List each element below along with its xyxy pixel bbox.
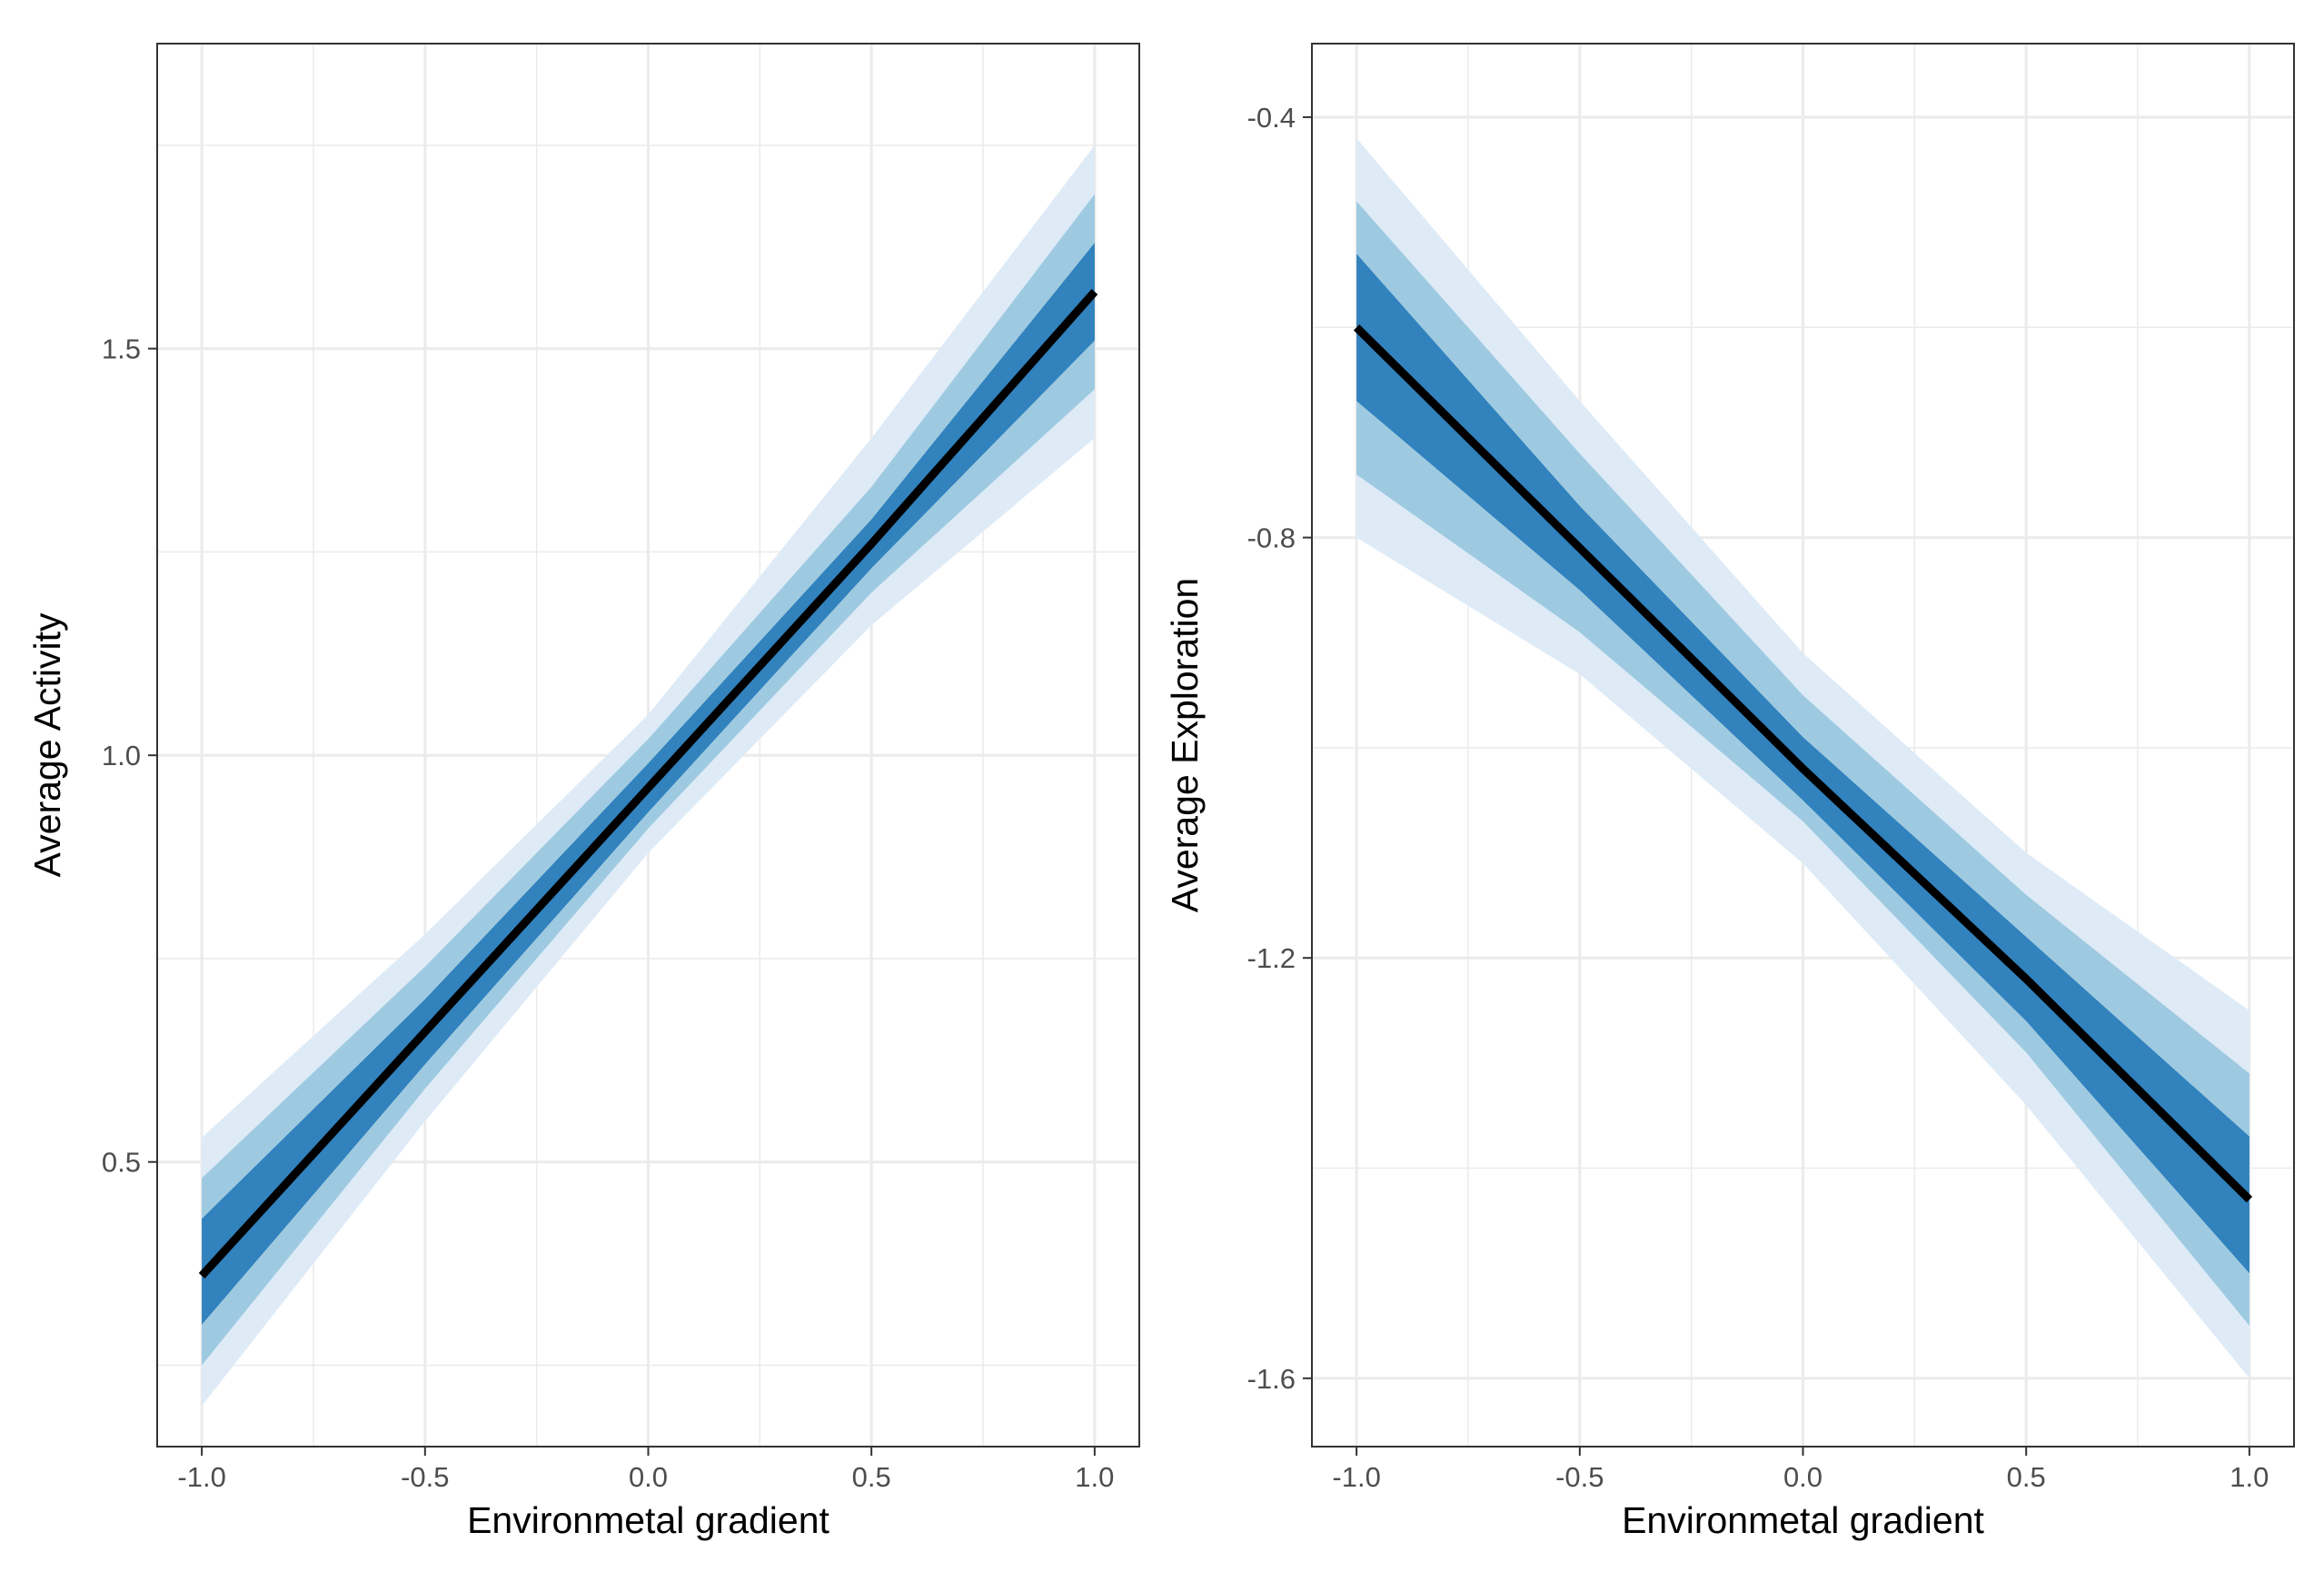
y-axis-title: Average Exploration (1164, 578, 1206, 912)
exploration-chart-panel: -1.0 -0.5 0.0 0.5 1.0 -0.4 -0.8 -1.2 -1.6 Environ… (1164, 43, 2295, 1541)
x-tick-label: 0.0 (629, 1461, 668, 1493)
activity-chart-panel: -1.0 -0.5 0.0 0.5 1.0 0.5 1.0 1.5 Environmetal g… (26, 43, 1140, 1541)
x-axis-title: Environmetal gradient (467, 1499, 829, 1541)
x-tick-label: 0.5 (2007, 1461, 2046, 1493)
x-tick-label: 0.0 (1783, 1461, 1822, 1493)
y-tick-label: -0.8 (1247, 522, 1296, 554)
mean-line (198, 289, 1098, 1279)
x-tick-label: 0.5 (852, 1461, 891, 1493)
x-tick-label: 1.0 (1075, 1461, 1114, 1493)
x-tick-label: -0.5 (401, 1461, 449, 1493)
y-tick-label: -1.6 (1247, 1363, 1296, 1395)
x-tick-label: -1.0 (177, 1461, 225, 1493)
mean-line (1353, 324, 2253, 1203)
y-tick-label: 1.5 (102, 333, 141, 365)
y-tick-label: 1.0 (102, 740, 141, 771)
x-tick-label: -0.5 (1555, 1461, 1604, 1493)
y-tick-label: -0.4 (1247, 102, 1296, 134)
y-tick-label: -1.2 (1247, 942, 1296, 974)
x-tick-label: -1.0 (1332, 1461, 1380, 1493)
y-tick-label: 0.5 (102, 1147, 141, 1179)
x-axis-title: Environmetal gradient (1622, 1499, 1984, 1541)
x-tick-label: 1.0 (2230, 1461, 2269, 1493)
y-axis-title: Average Activity (26, 612, 68, 877)
